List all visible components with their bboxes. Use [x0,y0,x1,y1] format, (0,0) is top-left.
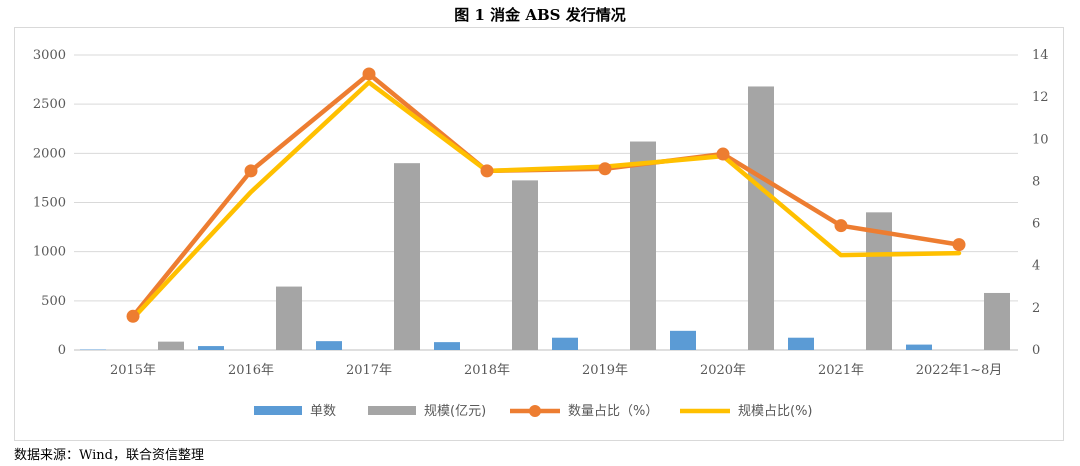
line-point-marker [716,147,730,161]
bar-count [788,337,814,350]
legend-label: 规模占比(%) [738,404,813,419]
legend-marker [529,405,541,417]
right-axis-tick-label: 0 [1032,343,1040,358]
x-axis-tick-label: 2020年 [700,363,746,378]
right-axis-tick-label: 6 [1032,217,1040,232]
bar-count [552,337,578,350]
x-axis-tick-label: 2016年 [228,363,274,378]
left-axis-tick-label: 1000 [33,245,66,260]
x-axis-tick-label: 2021年 [818,363,864,378]
bar-count [316,341,342,350]
chart-svg: 0 500 1000 1500 2000 2500 3000 0 2 4 6 8 10 12 14 2015年… [33,48,1049,419]
left-axis-tick-label: 2000 [33,146,66,161]
bar-count [434,342,460,350]
right-axis-tick-label: 8 [1032,174,1040,189]
line-point-marker [598,162,612,176]
right-axis-tick-label: 10 [1032,132,1049,147]
legend-label: 规模(亿元) [424,404,486,419]
legend-swatch [368,406,416,415]
right-axis-tick-label: 4 [1032,259,1040,274]
bar-scale [512,180,538,350]
left-axis-tick-label: 500 [41,294,66,309]
bar-scale [984,292,1010,350]
right-axis-tick-label: 12 [1032,90,1049,105]
x-axis-tick-label: 2018年 [464,363,510,378]
right-axis-tick-label: 14 [1032,48,1049,63]
line-scale-share [130,80,962,321]
line-point-marker [480,164,494,178]
data-source-note: 数据来源：Wind，联合资信整理 [14,448,204,463]
x-axis-tick-label: 2015年 [110,363,156,378]
line-point-marker [126,309,140,323]
bar-scale [630,141,656,350]
bar-scale [158,341,184,350]
x-axis-tick-label: 2019年 [582,363,628,378]
left-axis-tick-label: 2500 [33,97,66,112]
legend-label: 单数 [310,404,336,419]
left-axis-tick-label: 3000 [33,48,66,63]
line-point-marker [244,164,258,178]
chart-frame [14,27,1064,441]
left-axis-tick-label: 1500 [33,196,66,211]
bar-count [906,344,932,350]
legend-label: 数量占比（%） [568,404,658,419]
bar-scale [394,163,420,350]
right-axis-tick-label: 2 [1032,301,1040,316]
bar-scale [276,286,302,350]
line-point-marker [952,238,966,252]
bar-count [198,346,224,350]
x-axis-tick-label: 2022年1~8月 [916,363,1003,378]
left-axis-tick-label: 0 [58,343,66,358]
bar-count [670,330,696,350]
line-point-marker [834,219,848,233]
line-count-share [130,71,962,319]
legend-swatch [254,406,302,415]
chart-title: 图 1 消金 ABS 发行情况 [454,6,626,24]
x-axis-tick-label: 2017年 [346,363,392,378]
bar-scale [748,86,774,350]
line-point-marker [362,67,376,81]
